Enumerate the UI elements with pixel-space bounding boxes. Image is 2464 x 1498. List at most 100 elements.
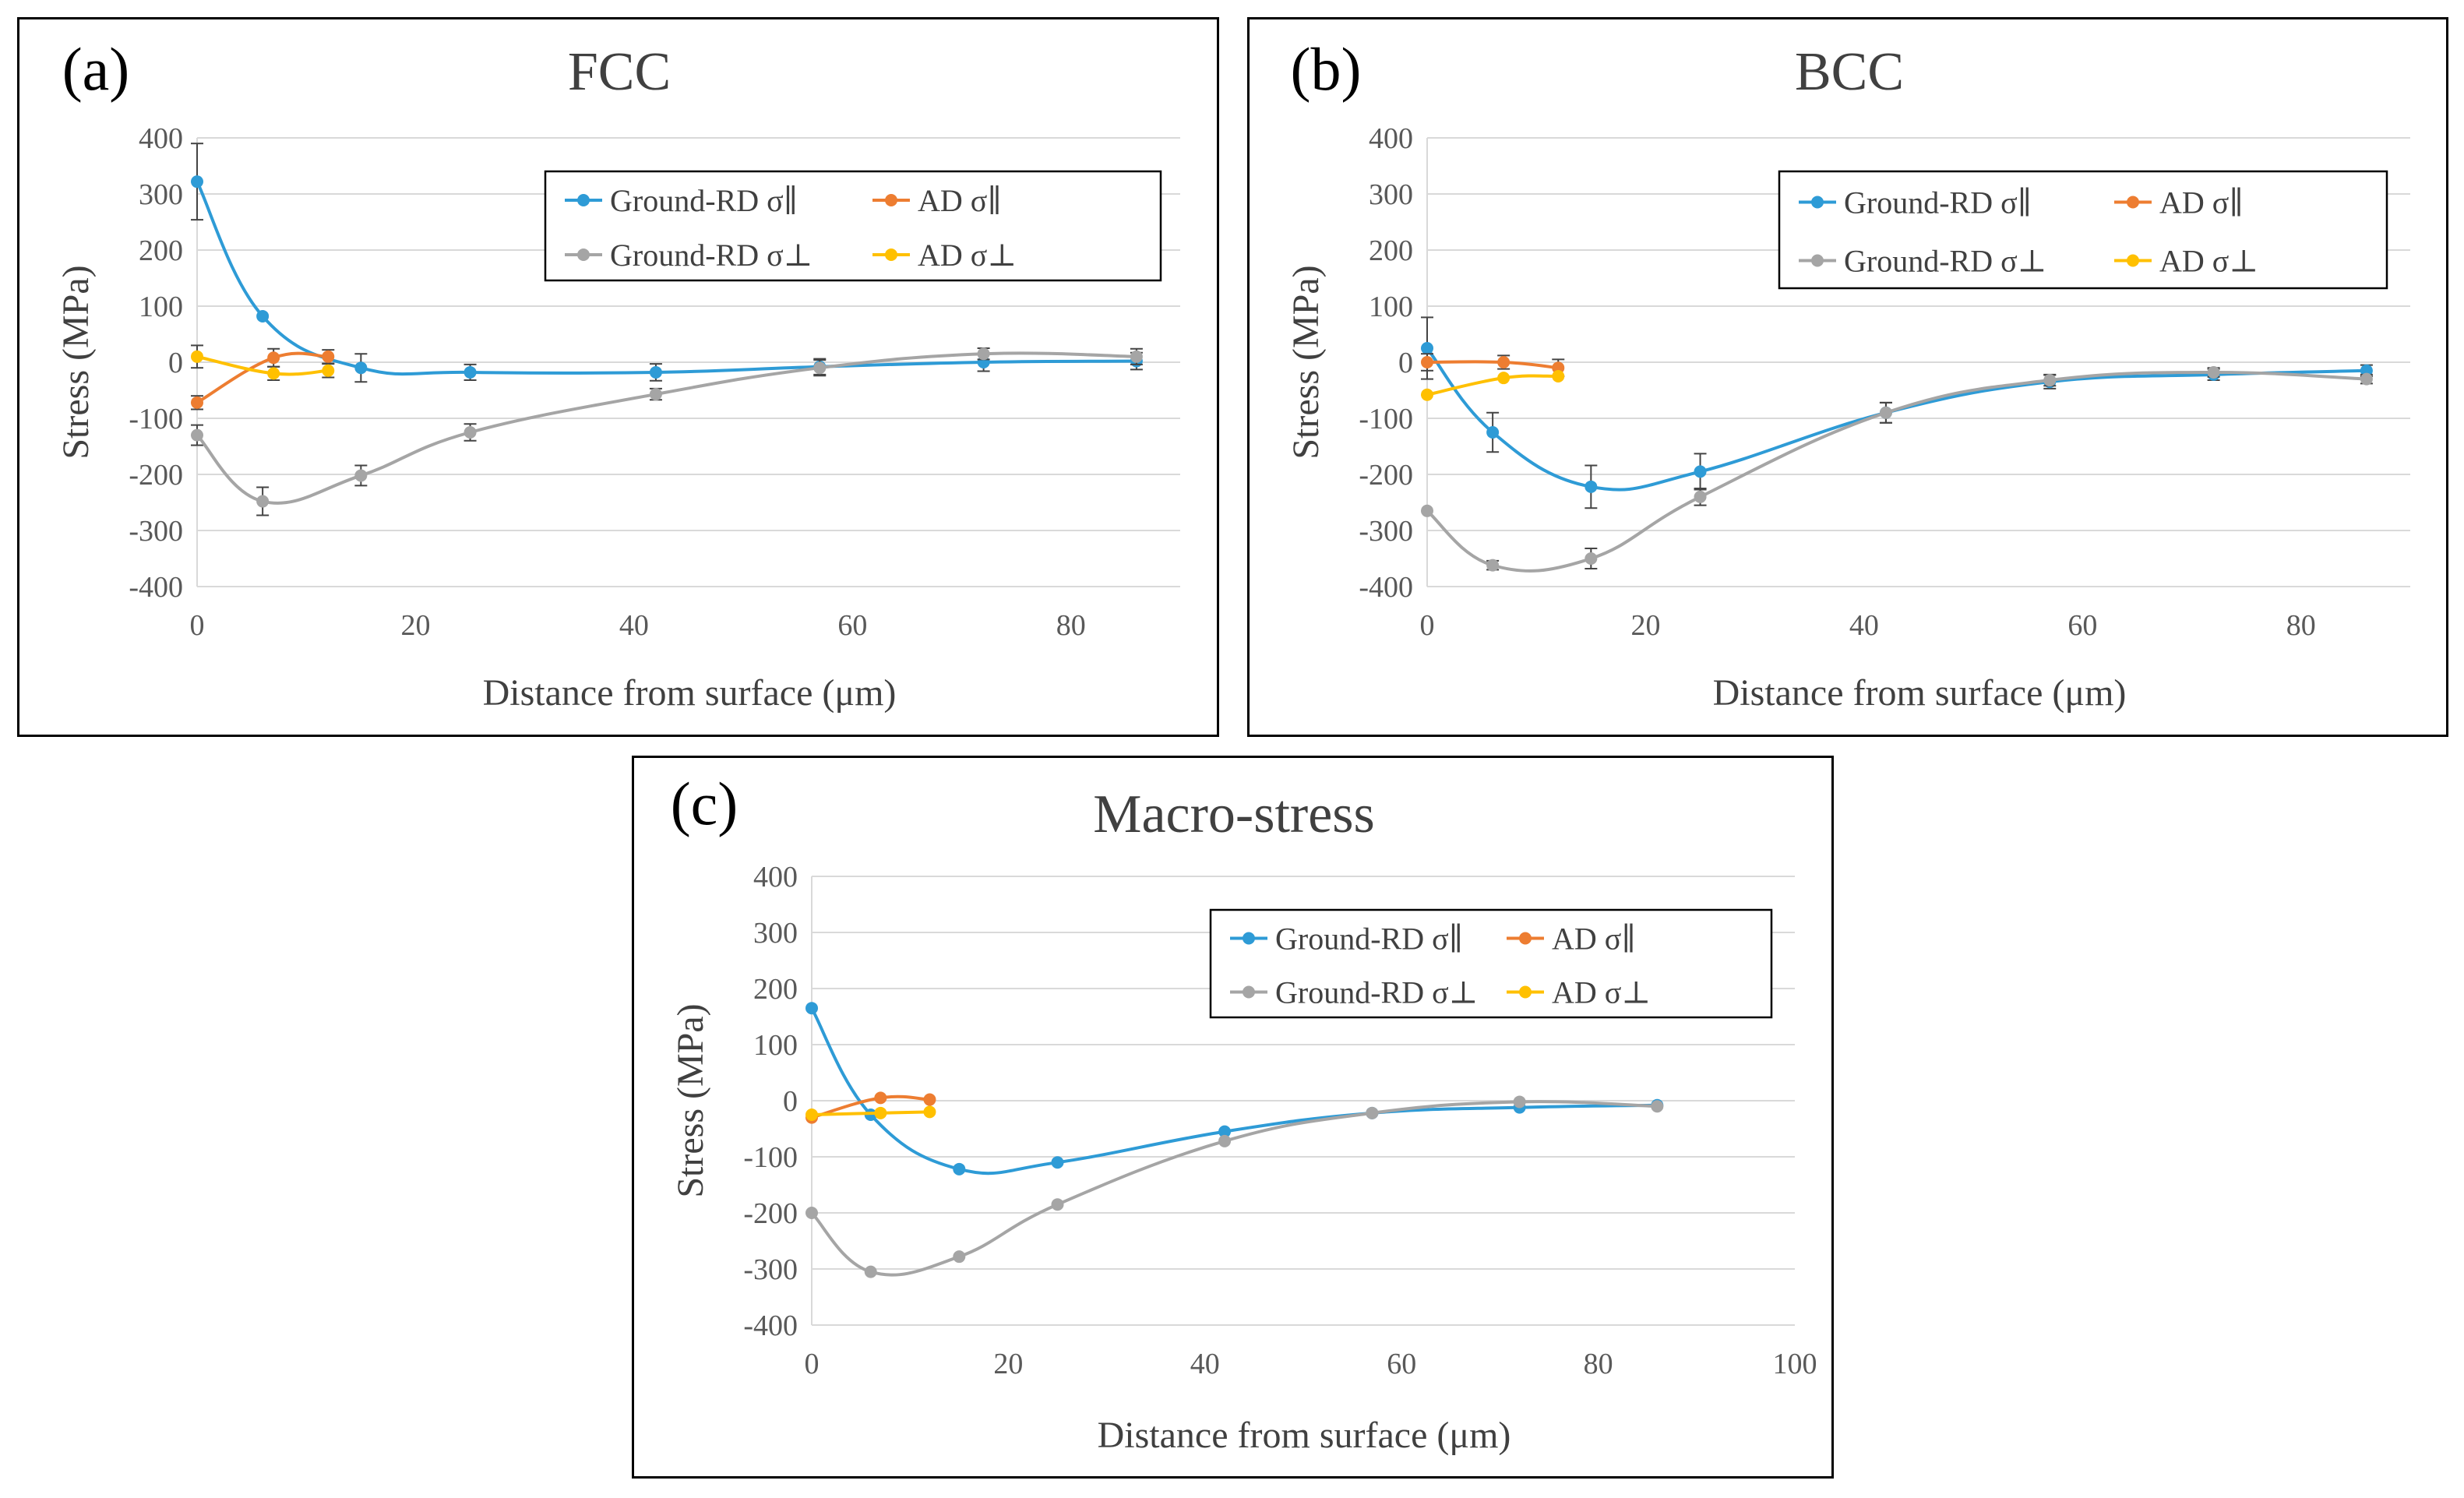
x-tick-label: 40 [1849, 609, 1879, 642]
y-tick-label: 0 [1398, 347, 1413, 379]
y-tick-label: 400 [753, 861, 798, 894]
data-point-series-0 [1694, 465, 1707, 478]
data-point-series-2 [805, 1207, 818, 1219]
legend-label: AD σ⊥ [918, 238, 1017, 273]
data-point-series-2 [354, 469, 368, 482]
x-tick-label: 100 [1773, 1348, 1817, 1380]
x-tick-label: 60 [837, 609, 867, 642]
data-point-series-2 [1051, 1198, 1064, 1211]
legend-label: Ground-RD σ∥ [1844, 185, 2032, 220]
x-tick-label: 0 [805, 1348, 820, 1380]
y-tick-label: -200 [743, 1197, 798, 1230]
legend-marker [577, 194, 590, 206]
y-tick-label: -400 [129, 571, 183, 604]
data-point-series-0 [1585, 480, 1598, 493]
panel-label: (c) [671, 770, 738, 837]
series-line-3 [196, 354, 329, 376]
panel-label: (a) [62, 35, 130, 103]
legend-label: Ground-RD σ∥ [1275, 922, 1463, 957]
series-line-2 [1426, 370, 2367, 573]
data-point-series-2 [649, 388, 662, 401]
data-point-series-2 [1694, 490, 1707, 503]
data-point-series-2 [1585, 552, 1598, 565]
data-point-series-2 [1486, 559, 1500, 572]
legend-label: Ground-RD σ∥ [610, 183, 798, 218]
data-point-series-0 [1218, 1125, 1232, 1138]
data-point-series-0 [256, 309, 270, 323]
y-tick-label: 300 [1369, 178, 1413, 211]
chart-title: Macro-stress [1093, 784, 1375, 844]
x-tick-label: 20 [993, 1348, 1023, 1380]
data-point-series-1 [322, 350, 335, 363]
legend-label: AD σ⊥ [2159, 244, 2258, 279]
data-point-series-0 [805, 1002, 818, 1015]
data-point-series-2 [1218, 1134, 1232, 1147]
y-tick-label: 0 [783, 1085, 798, 1118]
legend-box [1778, 170, 2388, 290]
legend-box [544, 170, 1162, 282]
legend-label: Ground-RD σ⊥ [1275, 975, 1478, 1010]
data-point-series-0 [1421, 342, 1433, 354]
chart-panel-c: (c) Macro-stress 400 300 200 100 0 -100 -200 -300… [632, 756, 1834, 1479]
series-line-0 [196, 181, 1137, 376]
legend-marker [1811, 254, 1824, 267]
legend-marker [1243, 932, 1255, 945]
y-tick-label: 300 [139, 178, 183, 211]
y-tick-label: 400 [139, 122, 183, 155]
y-tick-label: 0 [168, 347, 183, 379]
legend-marker [885, 194, 897, 206]
data-point-series-1 [923, 1093, 936, 1106]
chart-panel-a: (a) FCC 400 300 200 100 0 -100 -200 -300 -400 0 20 40… [17, 17, 1219, 737]
legend-label: AD σ∥ [1552, 922, 1636, 957]
y-axis-title: Stress (MPa) [55, 265, 97, 459]
data-point-series-3 [1421, 388, 1433, 401]
x-axis-title: Distance from surface (μm) [483, 672, 897, 714]
legend-label: AD σ⊥ [1552, 975, 1651, 1010]
legend-marker [1243, 985, 1255, 999]
legend-marker [1811, 196, 1824, 209]
data-point-series-2 [2043, 374, 2057, 387]
data-point-series-2 [1366, 1106, 1379, 1119]
chart-title: BCC [1795, 42, 1904, 102]
x-axis-title: Distance from surface (μm) [1713, 672, 2127, 714]
data-point-series-2 [1651, 1100, 1664, 1113]
data-point-series-2 [256, 495, 270, 508]
y-tick-label: 100 [753, 1029, 798, 1062]
data-point-series-3 [267, 367, 280, 380]
x-tick-label: 40 [1190, 1348, 1220, 1380]
x-tick-label: 80 [2286, 609, 2316, 642]
data-point-series-3 [874, 1106, 887, 1119]
chart-c-svg: (c) Macro-stress4003002001000-100-200-300… [670, 770, 1817, 1456]
legend-marker [1519, 985, 1532, 999]
data-point-series-2 [977, 347, 990, 361]
x-tick-label: 80 [1584, 1348, 1613, 1380]
data-point-series-3 [923, 1105, 936, 1119]
y-tick-label: 300 [753, 917, 798, 950]
panel-label: (b) [1291, 35, 1362, 103]
series-line-2 [810, 1100, 1658, 1277]
y-tick-label: -400 [1359, 571, 1413, 604]
y-tick-label: -200 [129, 459, 183, 492]
x-tick-label: 0 [1420, 609, 1435, 642]
legend-label: AD σ∥ [2159, 185, 2244, 220]
data-point-series-3 [1497, 372, 1510, 385]
data-point-series-2 [2207, 365, 2220, 379]
data-point-series-3 [191, 350, 203, 363]
data-point-series-2 [2360, 372, 2373, 386]
legend-label: Ground-RD σ⊥ [610, 238, 813, 273]
data-point-series-0 [191, 175, 203, 189]
data-point-series-2 [1879, 406, 1892, 419]
data-point-series-2 [191, 428, 203, 442]
data-point-series-1 [267, 351, 280, 365]
y-axis-title: Stress (MPa) [670, 1003, 711, 1197]
series-line-0 [1426, 347, 2367, 492]
y-tick-label: 200 [1369, 234, 1413, 267]
y-tick-label: 100 [1369, 291, 1413, 323]
data-point-series-2 [813, 361, 827, 375]
y-tick-label: -100 [1359, 403, 1413, 435]
chart-title: FCC [568, 42, 671, 102]
x-tick-label: 0 [190, 609, 205, 642]
data-point-series-2 [1130, 350, 1143, 363]
legend-marker [885, 248, 897, 261]
